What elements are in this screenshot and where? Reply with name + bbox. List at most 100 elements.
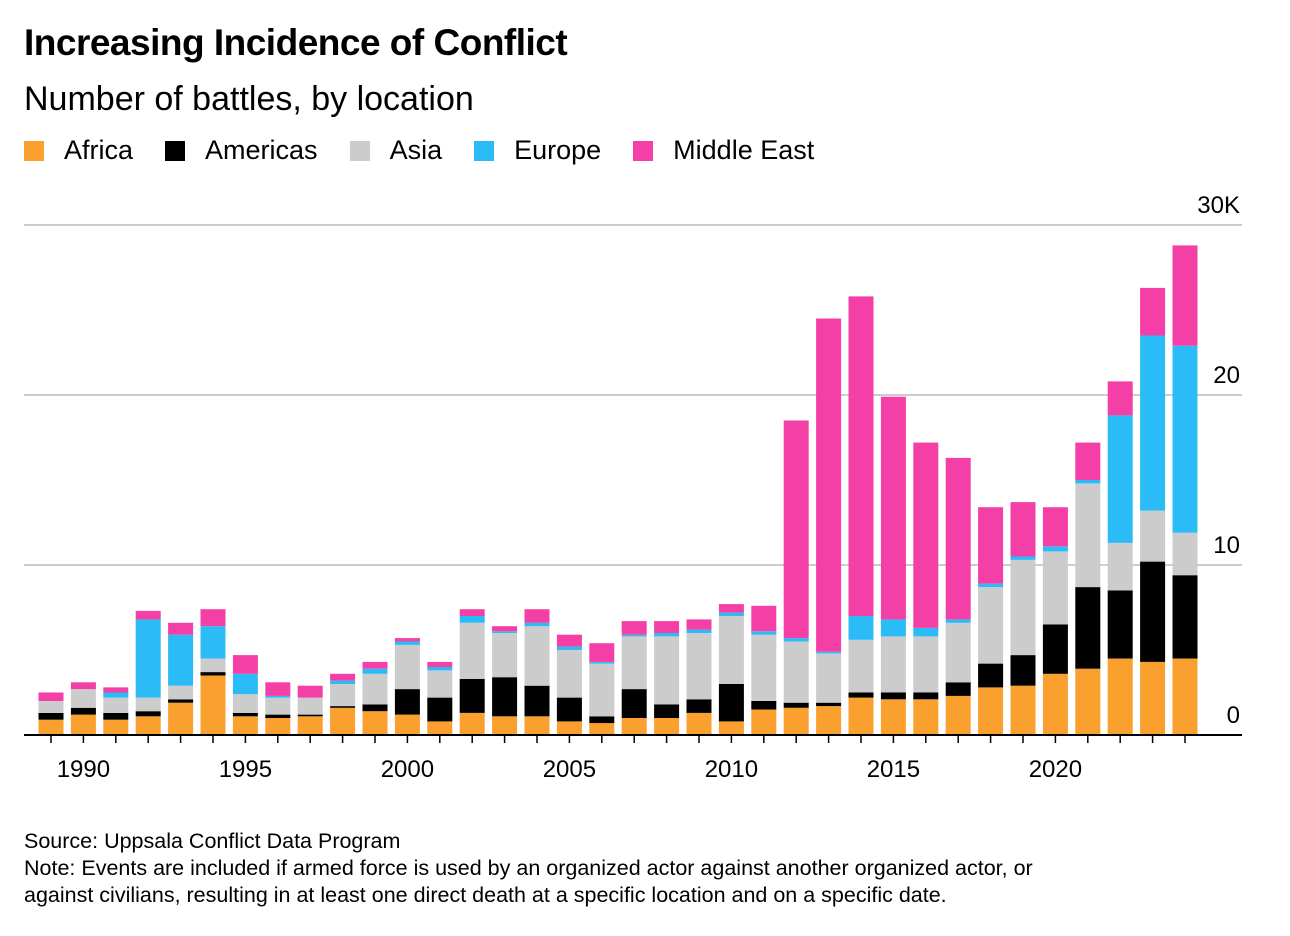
- bar-segment-middle-east: [1140, 287, 1166, 336]
- bar-segment-asia: [978, 587, 1004, 664]
- bar-segment-asia: [751, 634, 777, 701]
- bar-segment-europe: [265, 695, 291, 698]
- bar-segment-americas: [913, 692, 939, 700]
- bar-segment-asia: [103, 697, 129, 713]
- bar-segment-americas: [978, 663, 1004, 688]
- bar-segment-europe: [394, 641, 420, 645]
- bar-segment-middle-east: [913, 442, 939, 628]
- legend-item-asia: Asia: [349, 135, 443, 166]
- bar-segment-asia: [848, 639, 874, 693]
- bar-segment-africa: [70, 714, 96, 735]
- bar-segment-americas: [492, 677, 518, 717]
- bar-segment-africa: [200, 675, 226, 735]
- bar-segment-europe: [718, 612, 744, 616]
- bar-segment-middle-east: [654, 621, 680, 633]
- bar-segment-asia: [330, 684, 356, 707]
- bar-segment-asia: [459, 622, 485, 679]
- bar-segment-africa: [330, 707, 356, 735]
- bar-segment-europe: [1107, 415, 1133, 543]
- bar-segment-europe: [1140, 335, 1166, 511]
- legend-label-americas: Americas: [205, 135, 318, 165]
- y-tick-label: 10: [1213, 532, 1240, 559]
- bar-segment-asia: [1107, 542, 1133, 591]
- bar-segment-middle-east: [394, 638, 420, 642]
- bar-segment-europe: [816, 651, 842, 654]
- bar-segment-africa: [556, 721, 582, 735]
- bar-segment-middle-east: [978, 507, 1004, 584]
- bar-segment-americas: [524, 685, 550, 717]
- bar-segment-americas: [168, 699, 194, 703]
- bar-segment-asia: [168, 685, 194, 700]
- bar-segment-americas: [880, 692, 906, 700]
- bar-segment-americas: [621, 689, 647, 718]
- bar-segment-middle-east: [362, 661, 388, 669]
- bar-segment-europe: [330, 680, 356, 684]
- bar-segment-asia: [1042, 551, 1068, 625]
- bar-segment-europe: [654, 633, 680, 637]
- bar-segment-europe: [200, 626, 226, 659]
- bar-segment-europe: [621, 634, 647, 637]
- bar-segment-asia: [556, 650, 582, 698]
- bar-segment-asia: [427, 670, 453, 698]
- bar-segment-africa: [816, 706, 842, 735]
- bar-segment-asia: [654, 636, 680, 705]
- legend: Africa Americas Asia Europe Middle East: [24, 135, 846, 166]
- legend-label-africa: Africa: [64, 135, 134, 165]
- bar-segment-europe: [1042, 546, 1068, 552]
- bar-segment-asia: [1140, 510, 1166, 562]
- bar-segment-middle-east: [945, 457, 971, 620]
- bar-segment-americas: [427, 697, 453, 722]
- bar-segment-europe: [1075, 480, 1101, 484]
- bar-segment-middle-east: [168, 622, 194, 635]
- bar-segment-africa: [394, 714, 420, 735]
- bar-segment-europe: [427, 667, 453, 671]
- bar-segment-middle-east: [1010, 502, 1036, 557]
- bar-segment-africa: [880, 699, 906, 735]
- stacked-bar-chart: 0 10 20 30K 1990 1995 2000 2005 2010 2015 2020: [24, 192, 1242, 783]
- legend-item-middle-east: Middle East: [633, 135, 814, 166]
- bar-segment-middle-east: [524, 609, 550, 623]
- bar-segment-asia: [621, 636, 647, 690]
- bar-segment-americas: [70, 707, 96, 715]
- bar-segment-africa: [1042, 673, 1068, 735]
- bar-segment-asia: [718, 616, 744, 684]
- x-tick-label: 2015: [867, 756, 920, 783]
- x-tick-label: 1995: [219, 756, 272, 783]
- source-text: Source: Uppsala Conflict Data Program: [24, 829, 401, 853]
- bar-segment-americas: [330, 706, 356, 708]
- bar-segment-europe: [524, 622, 550, 627]
- bar-segment-asia: [297, 697, 323, 715]
- bar-segment-africa: [427, 721, 453, 735]
- y-tick-label: 30K: [1197, 192, 1240, 219]
- legend-label-asia: Asia: [389, 135, 443, 165]
- bar-segment-africa: [686, 712, 712, 735]
- bar-segment-europe: [1172, 345, 1198, 533]
- bar-segment-asia: [135, 697, 161, 712]
- bar-segment-middle-east: [70, 682, 96, 690]
- bar-segment-americas: [945, 682, 971, 696]
- bar-segment-americas: [1075, 587, 1101, 669]
- bar-segment-americas: [686, 699, 712, 713]
- bar-segment-europe: [783, 638, 809, 642]
- bar-segment-africa: [1107, 658, 1133, 735]
- legend-swatch-europe: [474, 140, 495, 161]
- bar-segment-middle-east: [1042, 507, 1068, 547]
- bar-segment-asia: [880, 636, 906, 693]
- bar-segment-americas: [1010, 655, 1036, 686]
- bar-segment-americas: [718, 684, 744, 722]
- bar-segment-middle-east: [848, 296, 874, 616]
- bar-segment-middle-east: [232, 655, 258, 674]
- bar-segment-africa: [783, 707, 809, 735]
- bar-segment-americas: [783, 702, 809, 708]
- bar-segment-europe: [168, 634, 194, 686]
- bar-segment-europe: [848, 616, 874, 640]
- x-tick-label: 2000: [381, 756, 434, 783]
- bar-segment-asia: [492, 633, 518, 678]
- legend-item-americas: Americas: [165, 135, 318, 166]
- bar-segment-europe: [556, 646, 582, 650]
- bar-segment-africa: [945, 695, 971, 735]
- bar-segment-asia: [945, 622, 971, 683]
- y-tick-label: 0: [1227, 702, 1240, 729]
- bar-segment-asia: [232, 694, 258, 713]
- bar-segment-africa: [751, 709, 777, 735]
